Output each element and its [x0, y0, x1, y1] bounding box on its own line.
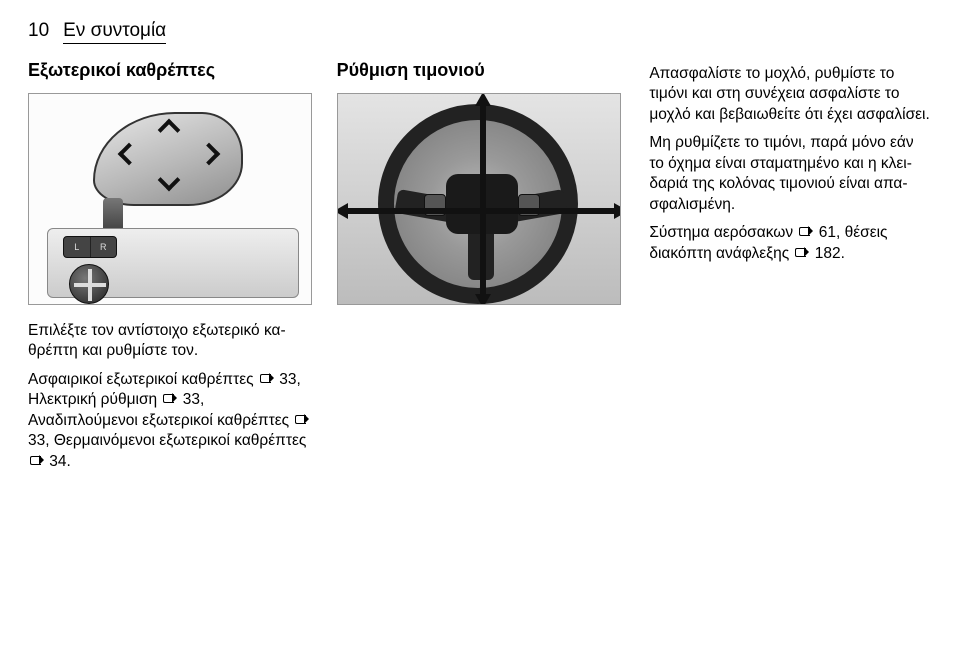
section-title: Εν συντομία: [63, 20, 166, 44]
left-paragraph-2: Ασφαιρικοί εξωτερικοί καθρέπτες 33, Ηλεκ…: [28, 370, 315, 472]
right-paragraph-1: Απασφαλίστε το μοχλό, ρυθμίστε το τιμόνι…: [649, 64, 932, 125]
column-right: Απασφαλίστε το μοχλό, ρυθμίστε το τιμόνι…: [645, 58, 932, 480]
mid-heading: Ρύθμιση τιμονιού: [337, 60, 624, 81]
figure-mirror: LR: [28, 93, 312, 305]
text-run: 33, Θερμαινόμενοι εξωτερι­κοί καθρέπτες: [28, 432, 306, 449]
text-run: Ασφαιρικοί εξωτερικοί καθρέπτες: [28, 371, 258, 388]
page-ref-icon: [799, 226, 812, 237]
page-number: 10: [28, 20, 49, 42]
right-paragraph-3: Σύστημα αερόσακων 61, θέσεις διακόπτη αν…: [649, 223, 932, 264]
page-ref-icon: [260, 373, 273, 384]
adjust-arrow-vertical-icon: [474, 93, 492, 305]
page-ref-icon: [30, 455, 43, 466]
column-left: Εξωτερικοί καθρέπτες LR Επιλέξτε τον αντ…: [28, 58, 315, 480]
page-header: 10 Εν συντομία: [28, 20, 932, 44]
figure-steering-wheel: [337, 93, 621, 305]
adjust-arrow-horizontal-icon: [337, 202, 621, 220]
column-middle: Ρύθμιση τιμονιού: [337, 58, 624, 480]
content-columns: Εξωτερικοί καθρέπτες LR Επιλέξτε τον αντ…: [28, 58, 932, 480]
page: 10 Εν συντομία Εξωτερικοί καθρέπτες LR Ε…: [0, 0, 960, 500]
page-ref-icon: [295, 414, 308, 425]
text-run: 34.: [45, 453, 71, 470]
right-paragraph-2: Μη ρυθμίζετε το τιμόνι, παρά μόνο εάν το…: [649, 133, 932, 215]
page-ref-icon: [163, 393, 176, 404]
text-run: 182.: [810, 245, 844, 262]
left-heading: Εξωτερικοί καθρέπτες: [28, 60, 315, 81]
text-run: Σύστημα αερόσακων: [649, 224, 797, 241]
page-ref-icon: [795, 247, 808, 258]
left-paragraph-1: Επιλέξτε τον αντίστοιχο εξωτερικό κα­θρέ…: [28, 321, 315, 362]
